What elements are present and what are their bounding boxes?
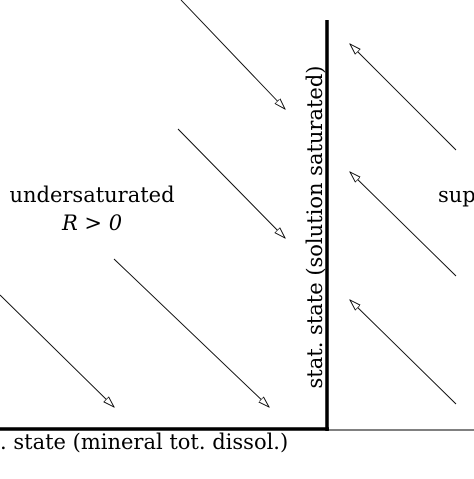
undersaturated-label: undersaturated bbox=[9, 183, 174, 207]
undersaturated-arrow bbox=[0, 294, 114, 407]
saturation-state-label: stat. state (solution saturated) bbox=[303, 66, 327, 389]
supersaturated-label: sup bbox=[438, 183, 474, 207]
undersaturated-arrow bbox=[180, 0, 285, 109]
undersaturated-arrow bbox=[113, 258, 269, 407]
supersaturated-arrow bbox=[350, 44, 457, 151]
dissolution-state-label: . state (mineral tot. dissol.) bbox=[0, 430, 288, 454]
supersaturated-arrow bbox=[350, 172, 457, 277]
undersaturated-condition: R > 0 bbox=[61, 211, 122, 235]
supersaturated-arrow bbox=[350, 300, 457, 405]
undersaturated-arrow bbox=[177, 128, 285, 238]
